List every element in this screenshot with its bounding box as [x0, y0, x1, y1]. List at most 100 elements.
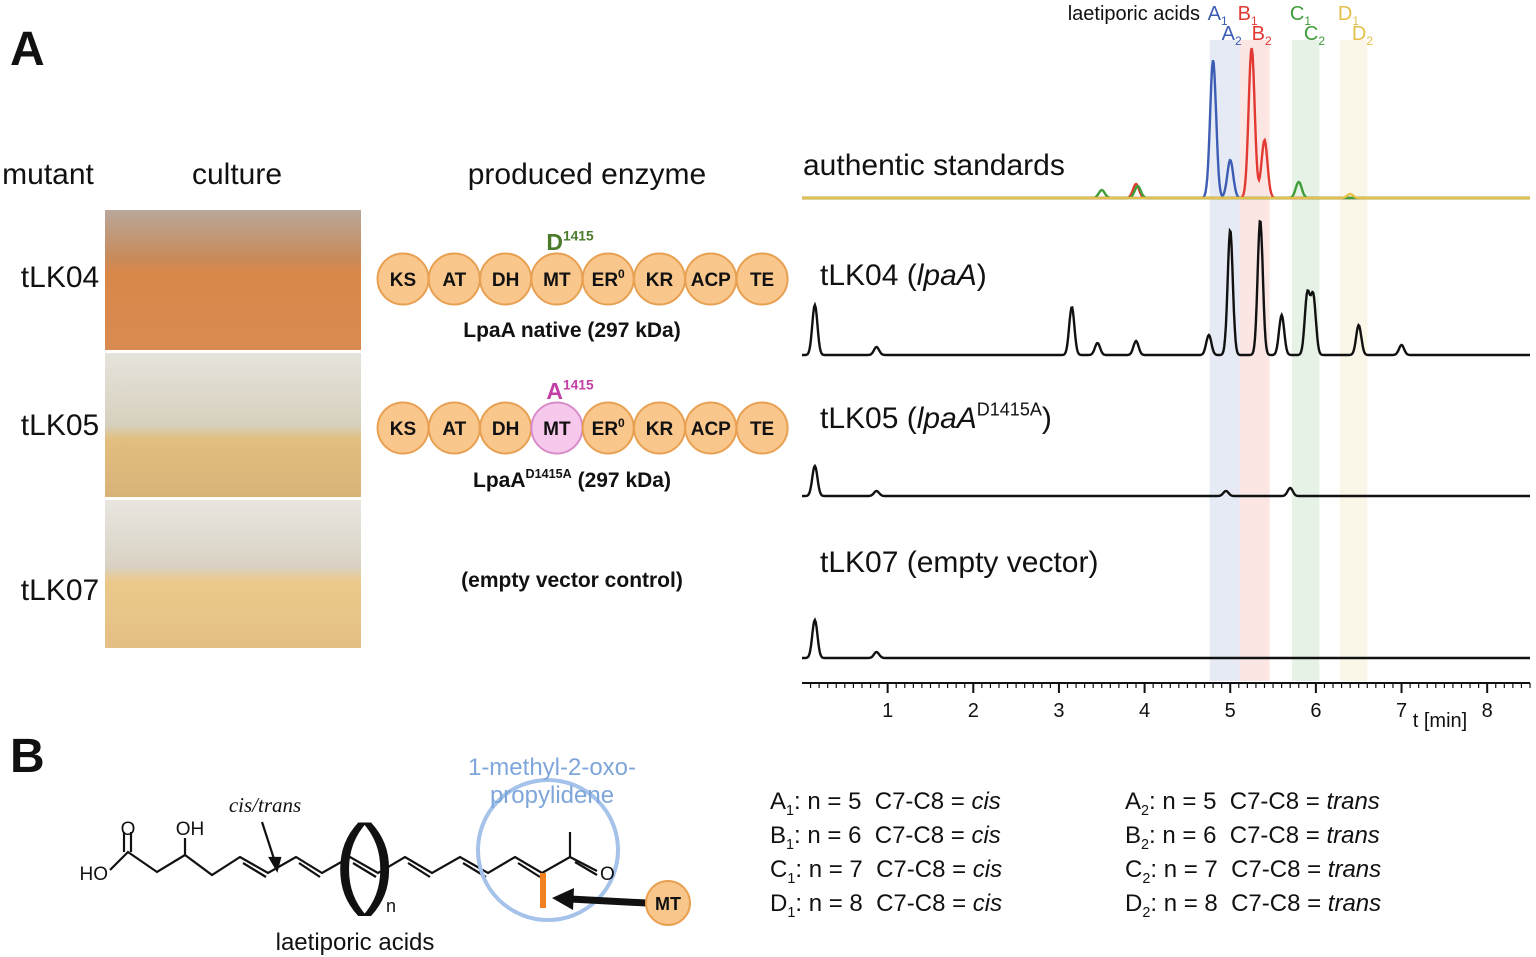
domain-label: AT — [442, 419, 466, 440]
text-run: 2 — [1318, 34, 1325, 48]
text-run: tLK05 ( — [820, 402, 917, 435]
text-run: D — [1338, 3, 1352, 25]
panel-label: B — [10, 730, 45, 783]
text-run: trans — [1328, 890, 1381, 917]
header: produced enzyme — [468, 158, 706, 191]
x-axis-label: t [min] — [1413, 710, 1467, 732]
text-run: 2 — [1235, 34, 1242, 48]
compound-label: A2 — [1222, 23, 1242, 48]
arrow-head — [552, 888, 574, 910]
text-run: 1 — [1304, 14, 1311, 28]
standard-trace — [802, 180, 1530, 200]
trace-label: tLK04 (lpaA) — [820, 259, 987, 292]
trace-label: tLK05 (lpaAD1415A) — [820, 399, 1052, 435]
domain-label: TE — [750, 419, 774, 440]
text-run: D1415A — [526, 467, 572, 481]
text-run: tLK07 (empty vector) — [820, 546, 1098, 579]
site-label: D1415 — [546, 228, 594, 255]
moiety-circle — [476, 778, 620, 922]
text-run: 1 — [786, 803, 794, 819]
standard-trace — [802, 192, 1530, 200]
moiety-label: 1-methyl-2-oxo- — [468, 754, 636, 781]
domain-label: KS — [390, 270, 416, 291]
compound-name: laetiporic acids — [276, 929, 435, 956]
domain-label: KR — [646, 270, 674, 291]
text-run: : n = 6 C7-C8 = — [1149, 822, 1326, 849]
text-run: A — [1208, 3, 1222, 25]
text-run: 2 — [1141, 803, 1149, 819]
variant-row: C2: n = 7 C7-C8 = trans — [1125, 856, 1381, 887]
text-run: 2 — [1366, 34, 1373, 48]
header: mutant — [2, 158, 94, 191]
moiety-label: propylidene — [490, 782, 614, 809]
text-run: D — [1125, 890, 1142, 917]
culture-photo — [105, 210, 361, 350]
text-run: A — [770, 788, 786, 815]
text-run: : n = 7 C7-C8 = — [795, 856, 972, 883]
text-run: KS — [390, 419, 416, 440]
text-run: (empty vector control) — [461, 569, 683, 592]
atom-label: O — [600, 864, 615, 885]
text-run: LpaA — [473, 469, 526, 492]
mt-circle — [645, 880, 691, 926]
text-run: cis — [971, 788, 1000, 815]
domain-label: DH — [492, 419, 519, 440]
text-run: D — [770, 890, 787, 917]
x-tick-label: 6 — [1310, 700, 1321, 722]
variant-row: A1: n = 5 C7-C8 = cis — [770, 788, 1001, 819]
atom-label: OH — [176, 819, 205, 840]
text-run: cis — [973, 856, 1002, 883]
text-run: B — [770, 822, 786, 849]
mutant-label: tLK04 — [21, 261, 99, 294]
text-run: 1 — [1221, 14, 1228, 28]
text-run: : n = 6 C7-C8 = — [794, 822, 971, 849]
arrow — [569, 895, 647, 907]
domain — [735, 252, 789, 306]
enzyme-name: LpaA native (297 kDa) — [463, 319, 680, 342]
methyl-mark — [540, 873, 546, 908]
domain-label: TE — [750, 270, 774, 291]
text-run: MT — [543, 270, 571, 291]
variant-row: A2: n = 5 C7-C8 = trans — [1125, 788, 1380, 819]
text-run: 2 — [1265, 34, 1272, 48]
sample-trace — [802, 219, 1530, 357]
legend-title: laetiporic acids — [1068, 3, 1200, 25]
enzyme-name: (empty vector control) — [461, 569, 683, 592]
text-run: cis — [973, 890, 1002, 917]
text-run: : n = 5 C7-C8 = — [794, 788, 971, 815]
text-run: 1415 — [563, 377, 594, 392]
variant-row: C1: n = 7 C7-C8 = cis — [770, 856, 1002, 887]
text-run: tLK04 ( — [820, 259, 917, 292]
x-tick-label: 2 — [968, 700, 979, 722]
enzyme-label: MT — [655, 894, 681, 914]
mutant-label: tLK05 — [21, 409, 99, 442]
text-run: : n = 5 C7-C8 = — [1149, 788, 1326, 815]
text-run: trans — [1326, 788, 1379, 815]
x-tick-label: 8 — [1482, 700, 1493, 722]
domain-label: KS — [390, 419, 416, 440]
text-run: ACP — [691, 270, 731, 291]
text-run: : n = 8 C7-C8 = — [1150, 890, 1327, 917]
text-run: ) — [977, 259, 987, 292]
domain-label: ER0 — [592, 416, 625, 440]
atom-label: HO — [80, 864, 109, 885]
culture-photo — [105, 353, 361, 497]
text-run: 1 — [786, 837, 794, 853]
text-run: C — [770, 856, 787, 883]
text-run: KS — [390, 270, 416, 291]
domain-label: ER0 — [592, 267, 625, 291]
variant-row: D1: n = 8 C7-C8 = cis — [770, 890, 1002, 921]
compound-label: D1 — [1338, 3, 1359, 28]
text-run: (297 kDa) — [572, 469, 671, 492]
text-run: 0 — [618, 267, 625, 281]
text-run: KR — [646, 270, 674, 291]
text-run: 1 — [1352, 14, 1359, 28]
text-run: C — [1125, 856, 1142, 883]
text-run: DH — [492, 419, 519, 440]
compound-label: B1 — [1238, 3, 1258, 28]
text-run: ER — [592, 270, 619, 291]
domain-label: KR — [646, 419, 674, 440]
text-run: KR — [646, 419, 674, 440]
compound-window — [1339, 40, 1368, 681]
